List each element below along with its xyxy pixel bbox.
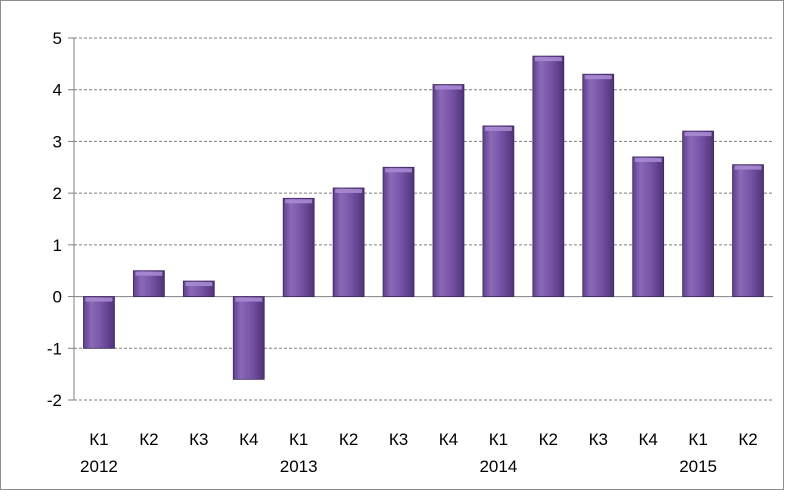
y-tick-label: 4: [53, 81, 62, 100]
x-tick-label: К3: [589, 430, 608, 449]
bar: [282, 197, 315, 297]
x-tick-label: К1: [489, 430, 508, 449]
y-tick-label: -1: [47, 339, 62, 358]
x-tick-label: К2: [139, 430, 158, 449]
bar: [83, 296, 115, 349]
bar: [232, 296, 265, 380]
bar: [482, 125, 515, 297]
y-tick-label: 5: [53, 29, 62, 48]
y-tick-label: 0: [53, 288, 62, 307]
y-tick-label: 3: [53, 132, 62, 151]
axes: [68, 37, 773, 401]
bar: [382, 166, 415, 297]
x-tick-label: К1: [89, 430, 108, 449]
y-tick-label: 2: [53, 184, 62, 203]
bar: [182, 280, 215, 297]
x-tick-label: К4: [439, 430, 458, 449]
year-label: 2013: [280, 457, 318, 476]
bar: [332, 187, 365, 297]
bar: [582, 73, 615, 297]
x-tick-label: К2: [738, 430, 757, 449]
bar: [682, 130, 714, 297]
bar: [732, 164, 764, 297]
x-tick-label: К1: [289, 430, 308, 449]
y-tick-label: 1: [53, 236, 62, 255]
x-tick-label: К3: [389, 430, 408, 449]
bar: [432, 84, 465, 297]
bar: [532, 55, 565, 297]
grid-lines: [74, 37, 773, 401]
axis-labels: 5 4 3 2 1 0 -1 -2 К1 К2 К3 К4 К1 К2 К3 К4 К1 К2 К3 К4 К1 К2 20…: [47, 29, 758, 476]
x-tick-label: К1: [688, 430, 707, 449]
year-label: 2014: [479, 457, 517, 476]
bars: [83, 55, 764, 380]
bar: [632, 156, 665, 297]
x-tick-label: К2: [539, 430, 558, 449]
year-label: 2012: [80, 457, 118, 476]
bar: [133, 270, 165, 297]
y-tick-label: -2: [47, 391, 62, 410]
year-label: 2015: [679, 457, 717, 476]
x-tick-label: К4: [638, 430, 657, 449]
x-tick-label: К3: [189, 430, 208, 449]
x-tick-label: К2: [339, 430, 358, 449]
x-tick-label: К4: [239, 430, 258, 449]
